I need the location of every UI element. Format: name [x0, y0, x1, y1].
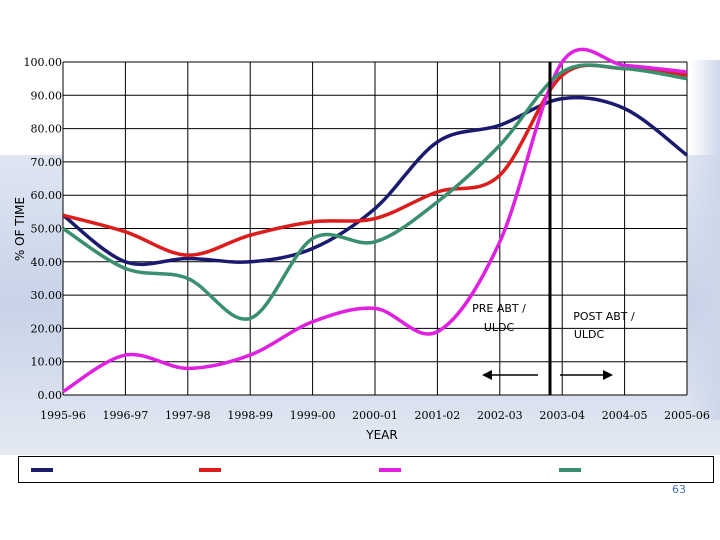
x-tick-label: 2004-05 — [602, 409, 648, 422]
annotations: PRE ABT / ULDC POST ABT / ULDC — [472, 62, 635, 395]
y-tick-label: 70.00 — [31, 156, 63, 169]
ticks: 0.00 10.00 20.00 30.00 40.00 50.00 60.00 70.00 8… — [24, 56, 710, 422]
left-arrow-icon — [482, 370, 538, 380]
y-tick-label: 80.00 — [31, 123, 63, 136]
x-tick-label: 2005-06 — [664, 409, 710, 422]
x-axis-title: YEAR — [365, 428, 397, 442]
page-number: 63 — [672, 483, 686, 496]
x-tick-label: 1995-96 — [40, 409, 86, 422]
y-tick-label: 50.00 — [31, 223, 63, 236]
legend-swatch-series-3 — [379, 468, 401, 472]
y-tick-label: 30.00 — [31, 289, 63, 302]
pre-abt-label-line2: ULDC — [484, 321, 515, 334]
background-fade — [690, 60, 720, 420]
y-tick-label: 90.00 — [31, 89, 63, 102]
y-tick-label: 60.00 — [31, 189, 63, 202]
x-tick-label: 2001-02 — [415, 409, 461, 422]
x-tick-label: 1997-98 — [165, 409, 211, 422]
y-tick-label: 40.00 — [31, 256, 63, 269]
x-tick-label: 1998-99 — [227, 409, 273, 422]
x-tick-label: 1999-00 — [290, 409, 336, 422]
series-lines — [61, 47, 689, 394]
post-abt-label-line1: POST ABT / — [573, 310, 635, 323]
legend-swatch-series-1 — [31, 468, 53, 472]
series-line-3 — [62, 47, 688, 394]
legend — [18, 456, 714, 483]
x-tick-label: 2000-01 — [352, 409, 398, 422]
legend-swatch-series-4 — [559, 468, 581, 472]
pre-abt-label-line1: PRE ABT / — [472, 302, 526, 315]
y-tick-label: 10.00 — [31, 356, 63, 369]
y-tick-label: 20.00 — [31, 322, 63, 335]
x-tick-label: 2002-03 — [477, 409, 523, 422]
grid — [62, 61, 688, 396]
y-tick-label: 100.00 — [24, 56, 63, 69]
x-tick-label: 1996-97 — [103, 409, 149, 422]
right-arrow-icon — [560, 370, 613, 380]
x-tick-label: 2003-04 — [539, 409, 585, 422]
y-tick-label: 0.00 — [38, 389, 63, 402]
post-abt-label-line2: ULDC — [574, 328, 605, 341]
legend-swatch-series-2 — [199, 468, 221, 472]
y-axis-title: % OF TIME — [13, 197, 27, 261]
